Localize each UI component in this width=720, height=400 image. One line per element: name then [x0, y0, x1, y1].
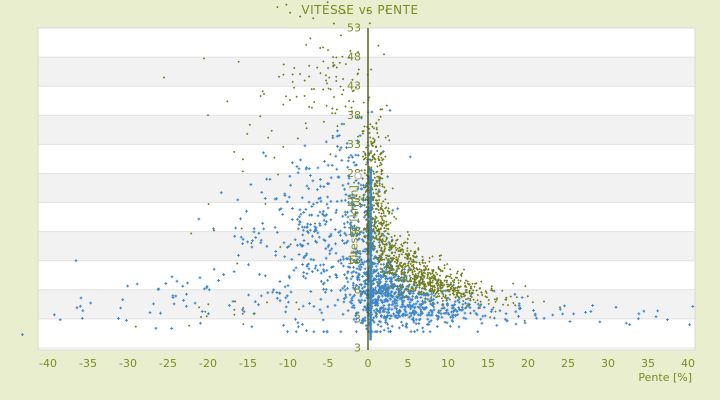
x-tick-label: -5	[323, 357, 334, 370]
y-tick-label: 8	[354, 283, 361, 296]
plot-band	[38, 57, 695, 87]
plot-band	[38, 86, 695, 116]
y-tick-label: 23	[347, 196, 361, 209]
plot-band	[38, 28, 695, 58]
x-tick-label: -15	[239, 357, 257, 370]
x-tick-label: 25	[561, 357, 575, 370]
x-tick-label: 40	[681, 357, 695, 370]
plot-band	[38, 260, 695, 290]
plot-band	[38, 318, 695, 350]
x-tick-label: 10	[441, 357, 455, 370]
y-tick-label: 3	[354, 342, 361, 355]
highlight-ring	[354, 171, 362, 180]
zero-pente-column	[369, 168, 372, 341]
x-tick-label: 0	[365, 357, 372, 370]
x-tick-label: 20	[521, 357, 535, 370]
plot-band	[38, 115, 695, 145]
x-tick-label: 15	[481, 357, 495, 370]
x-tick-label: -35	[79, 357, 97, 370]
x-tick-label: 30	[601, 357, 615, 370]
y-axis-title: Vitesse [km/h]	[347, 185, 361, 265]
x-tick-label: -30	[119, 357, 137, 370]
x-tick-label: -40	[39, 357, 57, 370]
x-tick-label: -25	[159, 357, 177, 370]
y-tick-label: 48	[347, 51, 361, 64]
x-tick-label: -20	[199, 357, 217, 370]
plot-border	[37, 27, 696, 351]
y-tick-label: 43	[347, 80, 361, 93]
x-axis-title: Pente [%]	[638, 371, 692, 384]
x-tick-label: 5	[405, 357, 412, 370]
chart-title: VITESSE vs PENTE	[301, 3, 419, 17]
plot-band	[38, 173, 695, 203]
x-tick-label: -10	[279, 357, 297, 370]
x-tick-label: 35	[641, 357, 655, 370]
y-tick-label: 53	[347, 22, 361, 35]
y-tick-label: 38	[347, 109, 361, 122]
plot-band	[38, 144, 695, 174]
y-tick-label: 33	[347, 138, 361, 151]
